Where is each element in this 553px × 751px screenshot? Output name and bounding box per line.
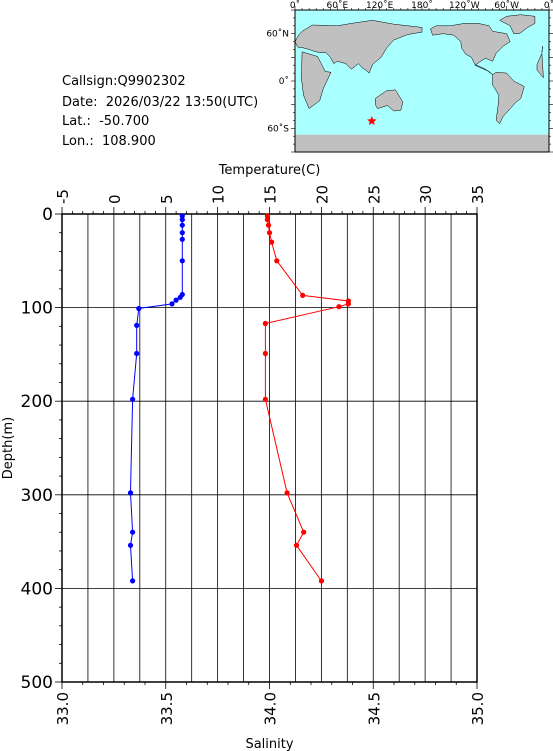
salinity-profile-line xyxy=(129,215,183,581)
salinity-tick-label: 35.0 xyxy=(469,692,487,725)
temperature-data-point xyxy=(264,213,270,219)
salinity-data-point xyxy=(179,258,185,264)
depth-tick-label: 300 xyxy=(21,486,53,506)
greenland-landmass xyxy=(499,14,536,34)
temperature-data-point xyxy=(301,529,307,535)
temperature-tick-label: 35 xyxy=(469,185,487,204)
salinity-data-point xyxy=(127,490,134,496)
temperature-tick-label: 20 xyxy=(313,185,331,204)
salinity-data-point xyxy=(136,305,142,312)
africa-landmass-west xyxy=(536,53,544,79)
eurasia-landmass-west xyxy=(541,46,543,53)
latitude-text: Lat.: -50.700 xyxy=(62,114,150,129)
temperature-data-point xyxy=(266,230,273,236)
world-map: 0˚ 60˚E 120˚E 180˚ 120˚W 60˚W 0˚ 60˚N 0˚ 60˚S xyxy=(266,0,553,153)
temperature-data-point xyxy=(293,542,300,548)
station-star-icon xyxy=(367,116,377,125)
depth-axis-title: Depth(m) xyxy=(1,417,16,479)
map-lat-label: 60˚S xyxy=(267,123,289,134)
africa-landmass-east xyxy=(301,51,332,109)
temperature-data-point xyxy=(300,292,306,298)
temperature-tick-label: -5 xyxy=(54,189,72,204)
temperature-tick-label: 5 xyxy=(158,194,176,204)
depth-tick-label: 200 xyxy=(21,392,53,412)
temperature-data-point xyxy=(262,396,268,402)
salinity-tick-label: 33.0 xyxy=(54,692,72,725)
depth-tick-label: 0 xyxy=(42,205,53,225)
salinity-tick-label: 34.0 xyxy=(262,692,280,725)
south-america-landmass xyxy=(492,72,525,125)
salinity-data-point xyxy=(134,350,140,357)
north-america-landmass xyxy=(430,23,511,75)
temperature-data-point xyxy=(264,217,270,223)
salinity-data-point xyxy=(130,396,136,402)
temperature-data-point xyxy=(336,304,342,310)
temperature-axis-title: Temperature(C) xyxy=(218,163,321,178)
antarctica-landmass xyxy=(295,134,549,152)
depth-tick-label: 100 xyxy=(21,299,53,319)
map-lon-label: 60˚E xyxy=(327,0,349,11)
temperature-data-point xyxy=(318,578,324,584)
salinity-data-point xyxy=(179,230,185,236)
temperature-data-point xyxy=(262,320,268,327)
map-lon-label: 120˚E xyxy=(366,0,394,11)
temperature-data-point xyxy=(265,222,272,228)
map-lon-label: 0˚ xyxy=(290,0,300,11)
salinity-tick-label: 33.5 xyxy=(158,692,176,725)
salinity-data-point xyxy=(177,294,183,300)
salinity-data-point xyxy=(134,322,140,328)
callsign-text: Callsign:Q9902302 xyxy=(62,74,186,89)
salinity-data-point xyxy=(179,222,185,228)
temperature-data-point xyxy=(345,301,351,307)
salinity-data-point xyxy=(179,291,185,298)
temperature-tick-label: 30 xyxy=(417,185,435,204)
depth-tick-label: 500 xyxy=(21,673,53,693)
temperature-profile-line xyxy=(264,215,349,582)
salinity-data-point xyxy=(127,542,134,548)
map-lon-label: 120˚W xyxy=(449,0,480,11)
land-masses xyxy=(294,14,549,152)
depth-tick-label: 400 xyxy=(21,579,53,599)
salinity-tick-label: 34.5 xyxy=(365,692,383,725)
eurasia-landmass-east xyxy=(294,20,423,74)
temperature-tick-label: 15 xyxy=(262,185,280,204)
temperature-tick-label: 25 xyxy=(365,185,383,204)
temperature-data-point xyxy=(345,298,351,304)
temperature-tick-label: 0 xyxy=(106,194,124,204)
plot-frame xyxy=(61,213,478,683)
temperature-data-point xyxy=(262,350,268,357)
salinity-axis-title: Salinity xyxy=(245,737,293,751)
salinity-data-point xyxy=(173,297,179,303)
salinity-data-point xyxy=(179,217,185,223)
temperature-tick-label: 10 xyxy=(210,185,228,204)
longitude-text: Lon.: 108.900 xyxy=(62,134,156,149)
temperature-data-point xyxy=(274,258,280,264)
map-lon-label: 60˚W xyxy=(494,0,519,11)
salinity-data-point xyxy=(179,236,185,242)
map-lat-label: 0˚ xyxy=(279,76,289,87)
temperature-data-point xyxy=(284,490,290,496)
salinity-data-point xyxy=(179,213,185,219)
salinity-data-point xyxy=(130,529,136,535)
date-text: Date: 2026/03/22 13:50(UTC) xyxy=(62,95,259,110)
salinity-data-point xyxy=(130,578,136,584)
salinity-data-point xyxy=(169,301,175,307)
temperature-data-point xyxy=(269,239,275,245)
map-lat-label: 60˚N xyxy=(266,29,289,40)
australia-landmass xyxy=(375,89,404,112)
map-lon-label: 180˚ xyxy=(411,0,433,11)
map-lon-label: 0˚ xyxy=(544,0,553,11)
